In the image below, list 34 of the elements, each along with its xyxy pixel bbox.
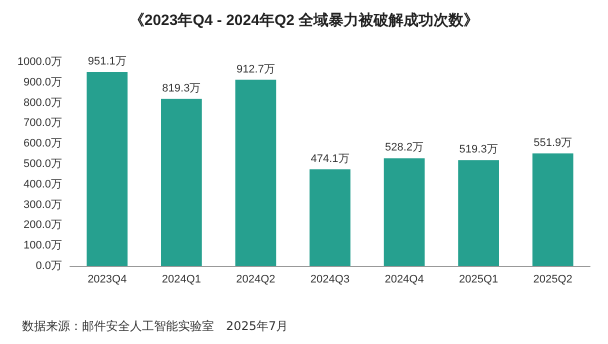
- source-note: 数据来源：邮件安全人工智能实验室 2025年7月: [22, 319, 288, 333]
- x-tick-label: 2024Q4: [384, 274, 424, 286]
- data-label: 819.3万: [162, 82, 201, 94]
- bar: [384, 158, 425, 266]
- x-tick-label: 2024Q2: [236, 274, 276, 286]
- x-tick-label: 2024Q1: [162, 274, 202, 286]
- bar: [532, 153, 574, 266]
- bar: [310, 169, 350, 266]
- x-tick-label: 2025Q2: [533, 274, 572, 286]
- data-label: 912.7万: [236, 63, 275, 76]
- bar: [86, 72, 128, 266]
- y-tick-label: 200.0万: [23, 219, 62, 232]
- bar: [161, 98, 202, 266]
- y-tick-label: 800.0万: [23, 96, 62, 109]
- bar: [458, 160, 499, 266]
- y-tick-label: 600.0万: [23, 138, 62, 150]
- x-tick-label: 2025Q1: [458, 274, 498, 286]
- data-label: 551.9万: [534, 136, 572, 149]
- bar: [235, 80, 276, 266]
- y-tick-label: 400.0万: [23, 178, 62, 190]
- y-tick-label: 100.0万: [23, 240, 62, 252]
- chart-title: 《2023年Q4 - 2024年Q2 全域暴力被破解成功次数》: [129, 12, 479, 29]
- y-tick-label: 700.0万: [23, 117, 62, 130]
- x-tick-label: 2023Q4: [88, 274, 127, 286]
- data-label: 519.3万: [459, 144, 498, 156]
- y-tick-label: 300.0万: [23, 198, 62, 211]
- y-tick-label: 900.0万: [23, 76, 62, 88]
- data-label: 474.1万: [310, 152, 350, 165]
- x-tick-label: 2024Q3: [310, 274, 350, 286]
- y-tick-label: 500.0万: [23, 158, 62, 170]
- data-label: 528.2万: [385, 142, 424, 154]
- data-label: 951.1万: [88, 55, 126, 68]
- y-tick-label: 1000.0万: [17, 56, 62, 68]
- y-tick-label: 0.0万: [36, 260, 62, 272]
